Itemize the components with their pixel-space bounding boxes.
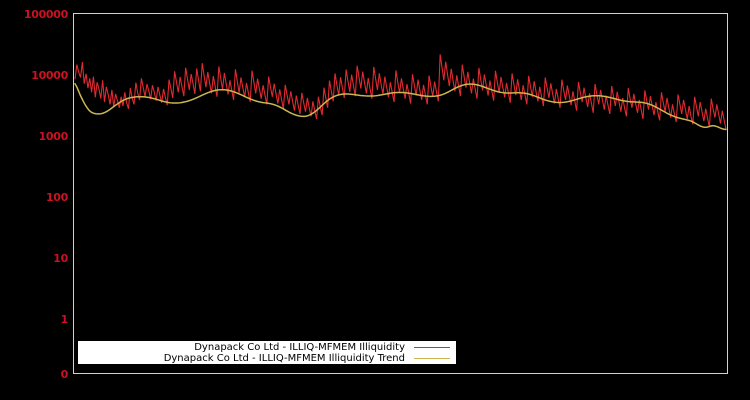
legend-entry-illiquidity-trend: Dynapack Co Ltd - ILLIQ-MFMEM Illiquidit…	[78, 353, 452, 364]
legend-entry-illiquidity: Dynapack Co Ltd - ILLIQ-MFMEM Illiquidit…	[78, 342, 452, 353]
series-line-illiquidity	[74, 54, 727, 130]
chart-legend[interactable]: Dynapack Co Ltd - ILLIQ-MFMEM Illiquidit…	[78, 341, 456, 364]
chart-series-canvas	[74, 54, 727, 131]
series-line-illiquidity-trend	[74, 82, 727, 131]
legend-label-illiquidity: Dynapack Co Ltd - ILLIQ-MFMEM Illiquidit…	[194, 341, 405, 353]
y-tick-label-10000: 10000	[31, 69, 68, 82]
plot-area-frame	[73, 13, 728, 374]
legend-swatch-illiquidity-trend	[414, 357, 450, 359]
legend-swatch-illiquidity	[414, 346, 450, 348]
y-tick-label-1: 1	[60, 313, 69, 326]
y-tick-label-100: 100	[45, 191, 68, 204]
y-tick-label-10: 10	[53, 252, 68, 265]
y-tick-label-0: 0	[60, 368, 69, 381]
y-tick-label-100000: 100000	[23, 8, 68, 21]
legend-label-illiquidity-trend: Dynapack Co Ltd - ILLIQ-MFMEM Illiquidit…	[163, 352, 405, 364]
y-axis-tick-labels: 100000 10000 1000 100 10 1 0	[0, 0, 68, 400]
y-tick-label-1000: 1000	[38, 130, 69, 143]
